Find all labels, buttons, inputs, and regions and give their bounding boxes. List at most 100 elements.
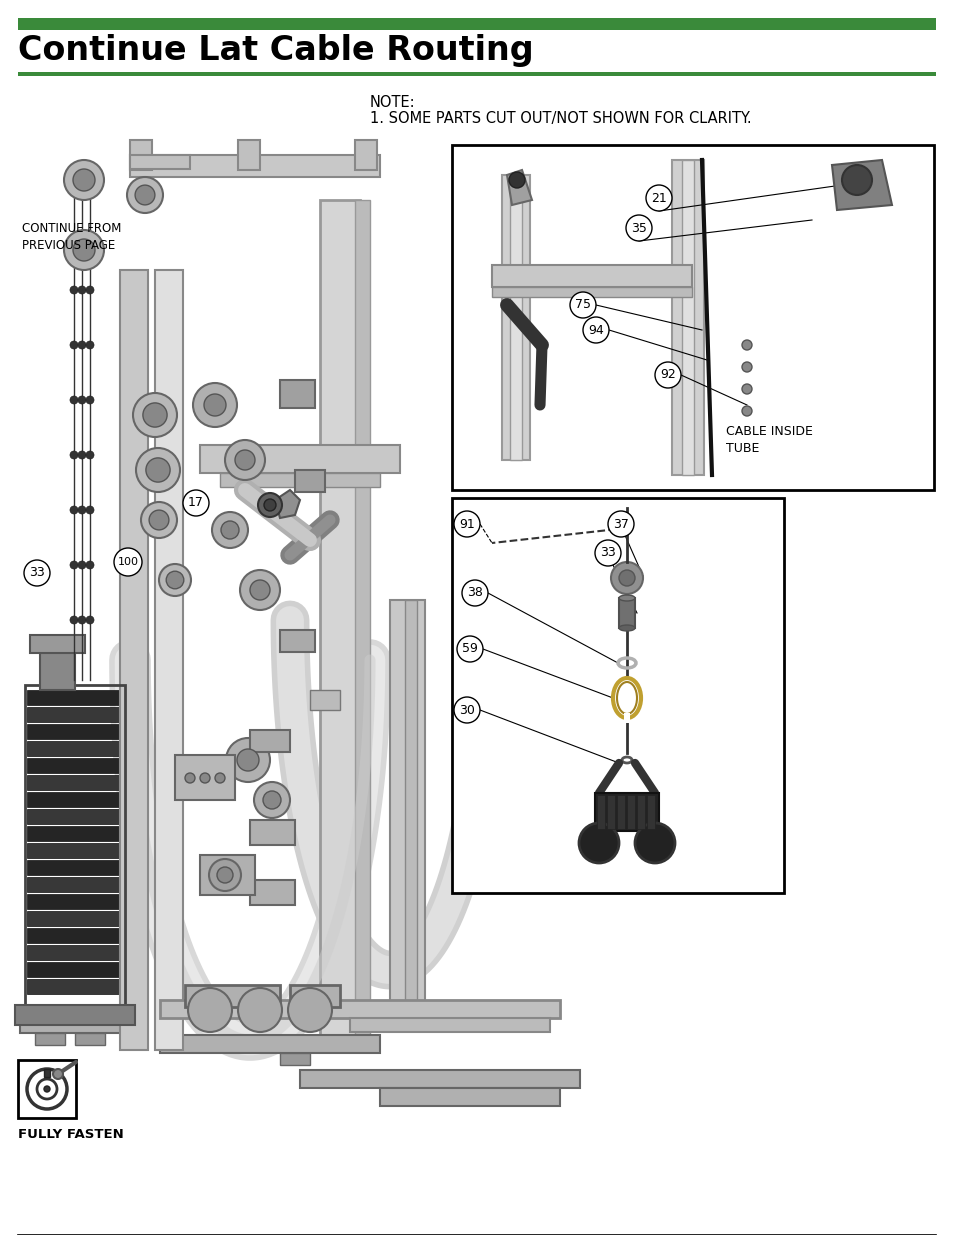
Text: 94: 94 xyxy=(587,324,603,336)
Circle shape xyxy=(78,451,86,459)
Circle shape xyxy=(625,215,651,241)
Circle shape xyxy=(70,561,78,569)
Bar xyxy=(40,650,75,690)
Circle shape xyxy=(595,540,620,566)
Circle shape xyxy=(135,185,154,205)
Text: FULLY FASTEN: FULLY FASTEN xyxy=(18,1128,124,1141)
Polygon shape xyxy=(506,170,532,205)
Text: 59: 59 xyxy=(461,642,477,656)
Circle shape xyxy=(204,394,226,416)
Circle shape xyxy=(618,571,635,585)
Circle shape xyxy=(149,510,169,530)
Bar xyxy=(299,1070,579,1088)
Circle shape xyxy=(78,561,86,569)
Circle shape xyxy=(193,383,236,427)
Bar xyxy=(120,270,148,1050)
Bar xyxy=(319,200,359,1050)
Circle shape xyxy=(221,521,239,538)
Bar xyxy=(595,793,659,831)
Bar xyxy=(390,600,424,1020)
Circle shape xyxy=(209,860,241,890)
Bar xyxy=(27,741,123,756)
Circle shape xyxy=(86,561,94,569)
Polygon shape xyxy=(831,161,891,210)
Bar xyxy=(379,1088,559,1107)
Circle shape xyxy=(257,493,282,517)
Circle shape xyxy=(236,748,258,771)
Bar xyxy=(27,911,123,926)
Bar xyxy=(623,713,629,722)
Bar xyxy=(27,758,123,773)
Bar xyxy=(355,140,376,170)
Circle shape xyxy=(70,287,78,294)
Bar xyxy=(35,1032,65,1045)
Circle shape xyxy=(64,161,104,200)
Bar xyxy=(27,860,123,876)
Bar xyxy=(27,826,123,841)
Bar xyxy=(18,19,935,30)
Circle shape xyxy=(454,511,479,537)
Bar xyxy=(27,962,123,977)
Circle shape xyxy=(78,341,86,350)
Text: 30: 30 xyxy=(458,704,475,716)
Circle shape xyxy=(86,341,94,350)
Circle shape xyxy=(841,165,871,195)
Bar xyxy=(27,927,123,944)
Bar xyxy=(27,979,123,994)
Circle shape xyxy=(461,580,488,606)
Circle shape xyxy=(741,340,751,350)
Bar xyxy=(27,877,123,892)
Bar xyxy=(492,287,691,296)
Circle shape xyxy=(127,177,163,212)
Circle shape xyxy=(24,559,50,585)
Text: CABLE INSIDE
TUBE: CABLE INSIDE TUBE xyxy=(725,425,812,454)
Bar xyxy=(160,1035,379,1053)
Circle shape xyxy=(78,506,86,514)
Bar xyxy=(294,471,325,492)
Bar xyxy=(617,795,624,829)
Polygon shape xyxy=(274,490,299,517)
Circle shape xyxy=(86,616,94,624)
Circle shape xyxy=(53,1070,63,1079)
Bar xyxy=(510,175,521,459)
Bar xyxy=(27,690,123,705)
Text: 21: 21 xyxy=(651,191,666,205)
Text: 91: 91 xyxy=(458,517,475,531)
Bar xyxy=(20,1015,140,1032)
Text: 92: 92 xyxy=(659,368,675,382)
Circle shape xyxy=(113,548,142,576)
Text: 35: 35 xyxy=(630,221,646,235)
Circle shape xyxy=(44,1086,50,1092)
Circle shape xyxy=(143,403,167,427)
Bar xyxy=(452,144,933,490)
Ellipse shape xyxy=(618,625,635,631)
Text: 38: 38 xyxy=(467,587,482,599)
Circle shape xyxy=(70,341,78,350)
Circle shape xyxy=(610,562,642,594)
Bar xyxy=(174,755,234,800)
Bar xyxy=(130,156,379,177)
Bar xyxy=(250,881,294,905)
Circle shape xyxy=(250,580,270,600)
Bar xyxy=(637,795,644,829)
Circle shape xyxy=(234,450,254,471)
Circle shape xyxy=(645,185,671,211)
Bar xyxy=(597,795,604,829)
Circle shape xyxy=(78,616,86,624)
Bar xyxy=(185,986,280,1007)
Circle shape xyxy=(78,396,86,404)
Bar xyxy=(606,795,615,829)
Bar xyxy=(27,894,123,909)
Bar xyxy=(405,600,416,1020)
Circle shape xyxy=(185,773,194,783)
Circle shape xyxy=(70,451,78,459)
Bar xyxy=(355,200,370,1050)
Text: Continue Lat Cable Routing: Continue Lat Cable Routing xyxy=(18,35,533,67)
Circle shape xyxy=(214,773,225,783)
Circle shape xyxy=(454,697,479,722)
Bar xyxy=(280,380,314,408)
Ellipse shape xyxy=(618,595,635,601)
Circle shape xyxy=(212,513,248,548)
Bar xyxy=(452,498,783,893)
Bar xyxy=(27,776,123,790)
